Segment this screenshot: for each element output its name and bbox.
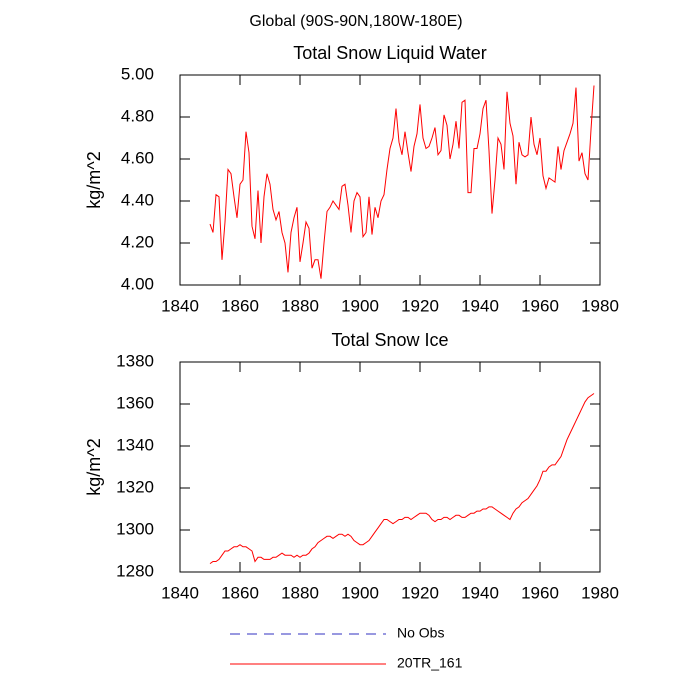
x-tick-label: 1880	[281, 296, 319, 315]
x-tick-label: 1860	[221, 583, 259, 602]
x-tick-label: 1880	[281, 583, 319, 602]
x-tick-label: 1940	[461, 583, 499, 602]
y-tick-label: 4.60	[121, 148, 154, 167]
x-tick-label: 1920	[401, 583, 439, 602]
x-tick-label: 1980	[581, 583, 619, 602]
legend-label: No Obs	[397, 625, 444, 641]
data-line	[209, 393, 595, 565]
y-tick-label: 1300	[116, 519, 154, 538]
y-tick-label: 4.80	[121, 106, 154, 125]
x-tick-label: 1900	[341, 296, 379, 315]
plot-frame	[179, 361, 601, 573]
plot-frame	[179, 74, 601, 286]
x-tick-label: 1840	[161, 583, 199, 602]
y-tick-label: 4.20	[121, 232, 154, 251]
y-axis-label: kg/m^2	[84, 151, 104, 208]
y-tick-label: 1320	[116, 477, 154, 496]
x-tick-label: 1940	[461, 296, 499, 315]
data-line	[209, 85, 595, 279]
y-tick-label: 1360	[116, 393, 154, 412]
y-axis-label: kg/m^2	[84, 438, 104, 495]
chart-title: Total Snow Ice	[331, 330, 448, 350]
x-tick-label: 1920	[401, 296, 439, 315]
y-tick-label: 1340	[116, 435, 154, 454]
y-tick-label: 1380	[116, 351, 154, 370]
legend-label: 20TR_161	[397, 655, 463, 671]
chart-title: Total Snow Liquid Water	[293, 43, 486, 63]
figure-title: Global (90S-90N,180W-180E)	[249, 13, 462, 30]
y-tick-label: 5.00	[121, 64, 154, 83]
y-tick-label: 4.00	[121, 274, 154, 293]
x-tick-label: 1960	[521, 583, 559, 602]
x-tick-label: 1840	[161, 296, 199, 315]
x-tick-label: 1860	[221, 296, 259, 315]
y-tick-label: 1280	[116, 561, 154, 580]
x-tick-label: 1960	[521, 296, 559, 315]
x-tick-label: 1900	[341, 583, 379, 602]
y-tick-label: 4.40	[121, 190, 154, 209]
x-tick-label: 1980	[581, 296, 619, 315]
